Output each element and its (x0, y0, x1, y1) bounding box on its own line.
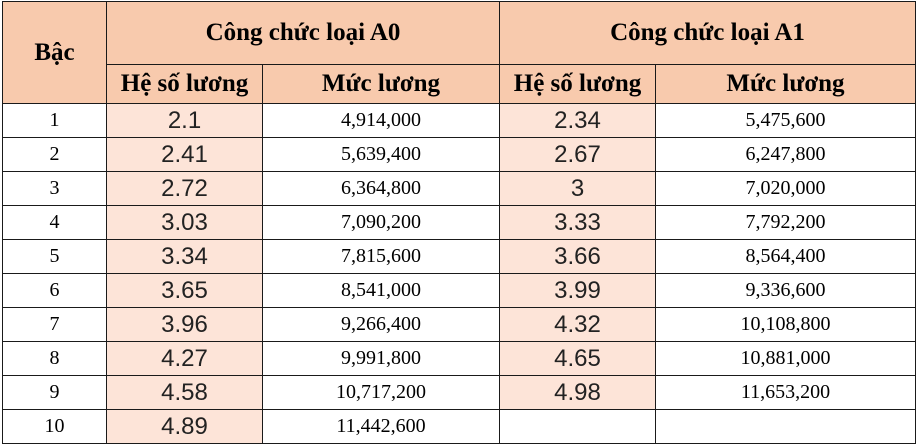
cell-bac: 3 (2, 171, 107, 206)
cell-bac: 7 (2, 307, 107, 342)
table-row: 4 3.03 7,090,200 3.33 7,792,200 (2, 205, 916, 240)
cell-he-so-a1: 2.67 (499, 137, 656, 172)
cell-muc-luong-a0: 7,090,200 (262, 205, 500, 240)
cell-muc-luong-a0: 11,442,600 (262, 409, 500, 444)
table-body: 1 2.1 4,914,000 2.34 5,475,600 2 2.41 5,639,400… (2, 103, 916, 444)
cell-he-so-a1: 4.98 (499, 375, 656, 410)
cell-muc-luong-a0: 10,717,200 (262, 375, 500, 410)
cell-bac: 10 (2, 409, 107, 444)
cell-he-so-a1: 3.33 (499, 205, 656, 240)
cell-muc-luong-a1: 8,564,400 (655, 239, 916, 274)
cell-muc-luong-a1: 10,881,000 (655, 341, 916, 376)
table-row: 10 4.89 11,442,600 (2, 409, 916, 444)
cell-he-so-a1: 3.66 (499, 239, 656, 274)
cell-he-so-a0: 3.34 (106, 239, 263, 274)
cell-muc-luong-a0: 9,266,400 (262, 307, 500, 342)
table-row: 7 3.96 9,266,400 4.32 10,108,800 (2, 307, 916, 342)
cell-he-so-a0: 4.89 (106, 409, 263, 444)
cell-he-so-a0: 4.58 (106, 375, 263, 410)
header-he-so-a0: Hệ số lương (106, 64, 263, 104)
cell-muc-luong-a1: 6,247,800 (655, 137, 916, 172)
table-row: 9 4.58 10,717,200 4.98 11,653,200 (2, 375, 916, 410)
cell-muc-luong-a0: 6,364,800 (262, 171, 500, 206)
table-row: 3 2.72 6,364,800 3 7,020,000 (2, 171, 916, 206)
header-muc-luong-a1: Mức lương (655, 64, 916, 104)
cell-he-so-a0: 3.96 (106, 307, 263, 342)
cell-bac: 9 (2, 375, 107, 410)
cell-he-so-a1: 3 (499, 171, 656, 206)
cell-muc-luong-a1: 9,336,600 (655, 273, 916, 308)
cell-bac: 5 (2, 239, 107, 274)
header-bac: Bậc (2, 1, 107, 104)
cell-muc-luong-a0: 9,991,800 (262, 341, 500, 376)
header-muc-luong-a0: Mức lương (262, 64, 500, 104)
cell-muc-luong-a0: 8,541,000 (262, 273, 500, 308)
cell-muc-luong-a0: 5,639,400 (262, 137, 500, 172)
header-he-so-a1: Hệ số lương (499, 64, 656, 104)
cell-he-so-a0: 3.65 (106, 273, 263, 308)
cell-muc-luong-a1: 10,108,800 (655, 307, 916, 342)
cell-muc-luong-a1 (655, 409, 916, 444)
table-row: 1 2.1 4,914,000 2.34 5,475,600 (2, 103, 916, 138)
cell-he-so-a0: 2.72 (106, 171, 263, 206)
table-row: 8 4.27 9,991,800 4.65 10,881,000 (2, 341, 916, 376)
cell-muc-luong-a0: 4,914,000 (262, 103, 500, 138)
cell-he-so-a0: 2.1 (106, 103, 263, 138)
cell-muc-luong-a0: 7,815,600 (262, 239, 500, 274)
cell-bac: 4 (2, 205, 107, 240)
header-row-groups: Bậc Công chức loại A0 Công chức loại A1 (2, 1, 916, 104)
cell-bac: 2 (2, 137, 107, 172)
cell-bac: 1 (2, 103, 107, 138)
cell-muc-luong-a1: 7,792,200 (655, 205, 916, 240)
cell-bac: 6 (2, 273, 107, 308)
header-row-columns: Hệ số lương Mức lương Hệ số lương Mức lư… (3, 64, 916, 104)
header-group-a0: Công chức loại A0 (106, 1, 500, 65)
table-row: 5 3.34 7,815,600 3.66 8,564,400 (2, 239, 916, 274)
cell-he-so-a0: 3.03 (106, 205, 263, 240)
cell-he-so-a1: 3.99 (499, 273, 656, 308)
cell-muc-luong-a1: 7,020,000 (655, 171, 916, 206)
cell-he-so-a0: 4.27 (106, 341, 263, 376)
header-group-a1: Công chức loại A1 (499, 1, 916, 65)
cell-muc-luong-a1: 5,475,600 (655, 103, 916, 138)
cell-he-so-a1: 4.65 (499, 341, 656, 376)
cell-he-so-a1: 4.32 (499, 307, 656, 342)
table-row: 6 3.65 8,541,000 3.99 9,336,600 (2, 273, 916, 308)
cell-he-so-a1 (499, 409, 656, 444)
cell-bac: 8 (2, 341, 107, 376)
table-row: 2 2.41 5,639,400 2.67 6,247,800 (2, 137, 916, 172)
cell-he-so-a1: 2.34 (499, 103, 656, 138)
cell-he-so-a0: 2.41 (106, 137, 263, 172)
cell-muc-luong-a1: 11,653,200 (655, 375, 916, 410)
